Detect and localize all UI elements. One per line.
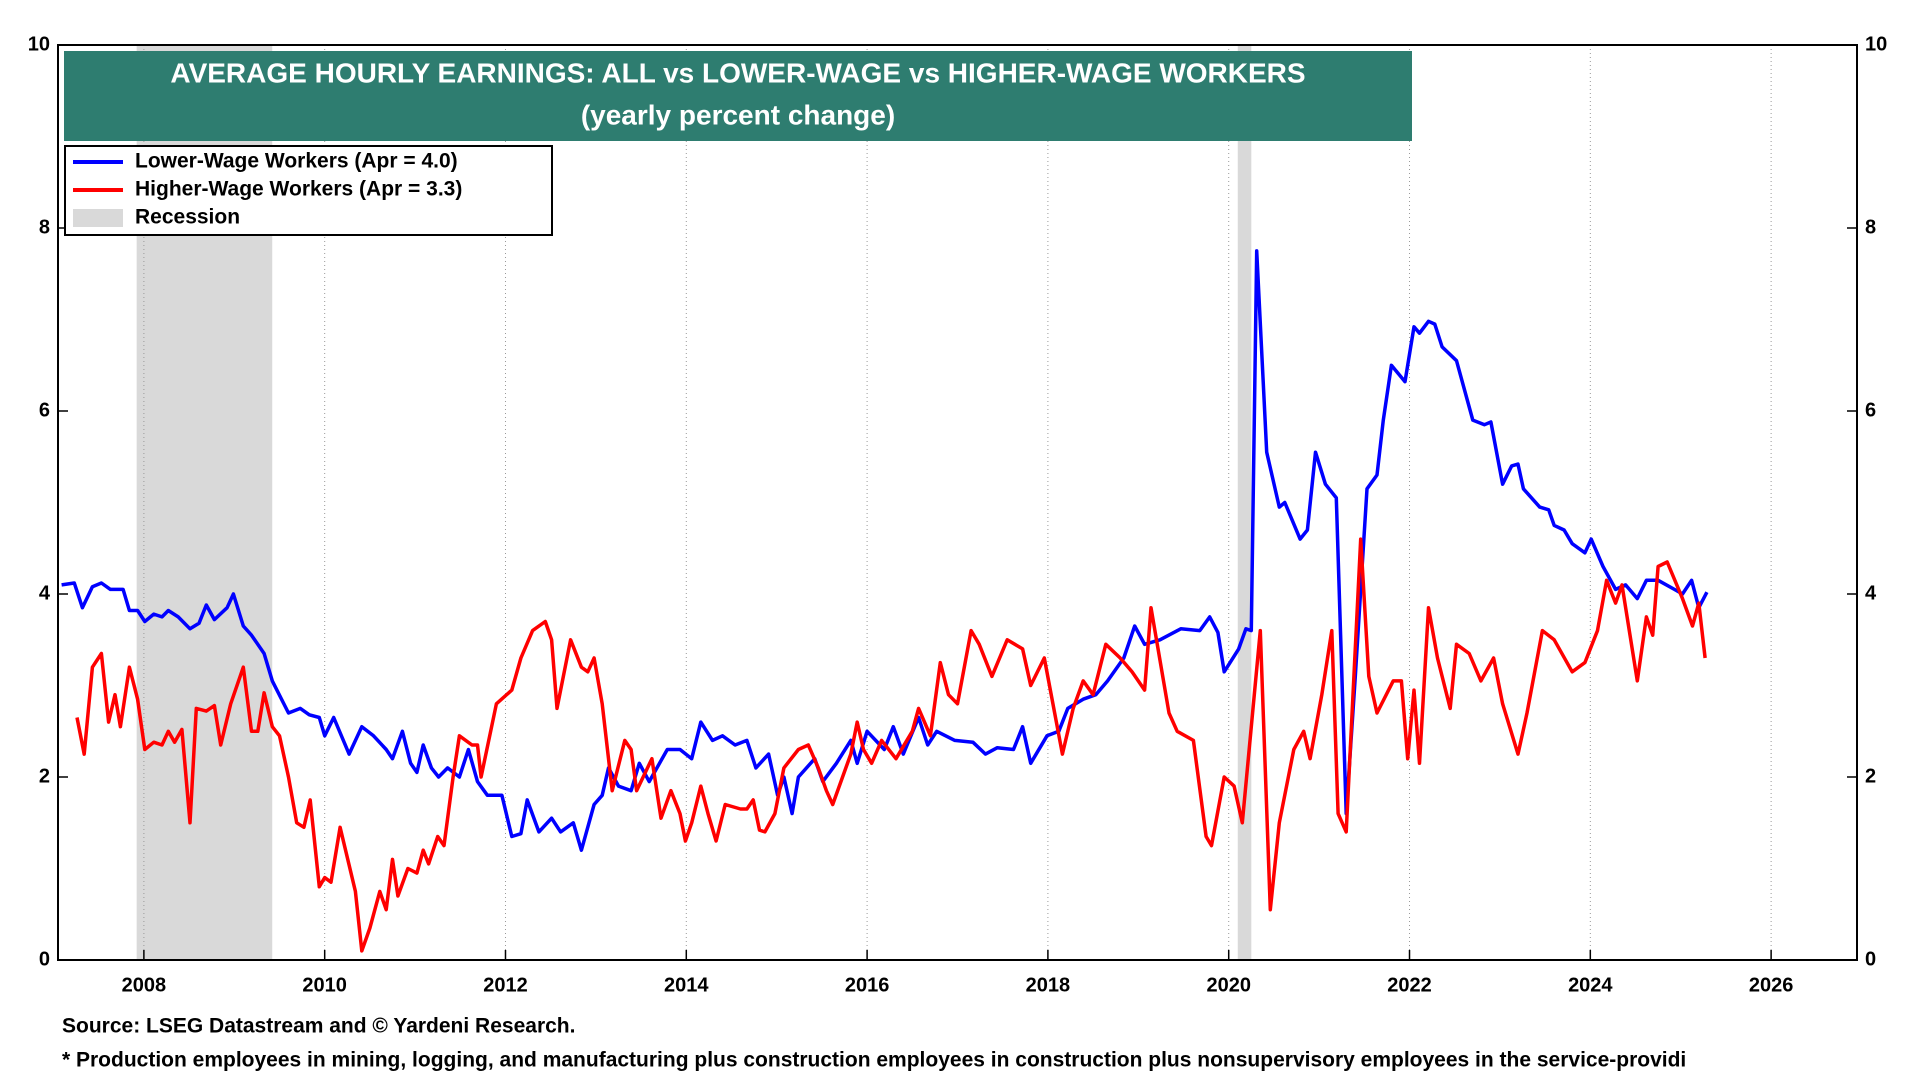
legend-label: Recession <box>135 206 240 229</box>
chart-title: AVERAGE HOURLY EARNINGS: ALL vs LOWER-WA… <box>170 57 1305 88</box>
recession-band <box>1237 45 1252 960</box>
y2-tick-label: 6 <box>1865 399 1876 421</box>
y-tick-label: 0 <box>39 948 50 970</box>
plot-frame <box>57 44 1858 961</box>
y-tick-label: 4 <box>39 582 51 604</box>
x-tick-label: 2026 <box>1749 974 1794 996</box>
y2-tick-label: 2 <box>1865 765 1876 787</box>
x-tick-label: 2016 <box>845 974 890 996</box>
footnote: * Production employees in mining, loggin… <box>62 1049 1686 1072</box>
y2-tick-label: 4 <box>1865 582 1877 604</box>
x-tick-label: 2012 <box>483 974 528 996</box>
y2-tick-label: 10 <box>1865 33 1887 55</box>
source: Source: LSEG Datastream and © Yardeni Re… <box>62 1015 575 1038</box>
x-tick-label: 2010 <box>302 974 347 996</box>
x-tick-label: 2022 <box>1387 974 1432 996</box>
series-line <box>75 537 1707 953</box>
x-tick-label: 2020 <box>1206 974 1251 996</box>
legend-swatch <box>73 209 123 227</box>
legend-label: Lower-Wage Workers (Apr = 4.0) <box>135 150 458 173</box>
y2-tick-label: 8 <box>1865 216 1876 238</box>
legend-label: Higher-Wage Workers (Apr = 3.3) <box>135 178 462 201</box>
x-tick-label: 2014 <box>664 974 709 996</box>
y-tick-label: 2 <box>39 765 50 787</box>
x-tick-label: 2008 <box>122 974 167 996</box>
y-tick-label: 8 <box>39 216 50 238</box>
title-box <box>64 51 1412 141</box>
series-line <box>61 249 1709 852</box>
x-tick-label: 2018 <box>1026 974 1071 996</box>
y2-tick-label: 0 <box>1865 948 1876 970</box>
legend-box <box>64 145 553 236</box>
chart-subtitle: (yearly percent change) <box>581 99 895 130</box>
y-tick-label: 6 <box>39 399 50 421</box>
y-tick-label: 10 <box>28 33 50 55</box>
x-tick-label: 2024 <box>1568 974 1613 996</box>
